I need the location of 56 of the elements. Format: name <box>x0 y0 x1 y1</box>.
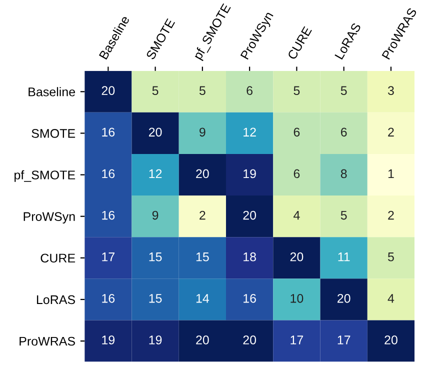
data-label: 9 <box>152 210 158 220</box>
data-label: 17 <box>338 336 350 344</box>
data-label: 5 <box>388 252 394 262</box>
y-tick-label: ProWSyn <box>24 212 75 224</box>
data-label: 19 <box>149 336 162 344</box>
data-label: 6 <box>341 128 347 137</box>
data-label: 20 <box>243 336 256 344</box>
data-label: 20 <box>196 336 209 344</box>
data-label: 19 <box>244 169 256 178</box>
data-label: 20 <box>102 86 115 96</box>
data-label: 20 <box>290 252 304 262</box>
data-label: 3 <box>388 86 394 96</box>
data-label: 20 <box>148 128 162 137</box>
data-label: 5 <box>199 86 206 96</box>
data-label: 16 <box>102 210 115 220</box>
data-label: 12 <box>149 169 162 178</box>
y-tick-label: ProWRAS <box>20 336 75 346</box>
data-label: 2 <box>388 210 394 220</box>
data-label: 12 <box>244 128 256 136</box>
data-label: 17 <box>290 336 304 344</box>
data-label: 14 <box>196 294 210 303</box>
y-tick-label: LoRAS <box>36 295 75 304</box>
data-label: 20 <box>196 169 209 178</box>
data-label: 15 <box>149 294 162 303</box>
data-label: 10 <box>290 294 304 303</box>
data-label: 9 <box>200 128 206 137</box>
y-tick-label: pf_SMOTE <box>14 170 76 182</box>
data-label: 15 <box>196 252 209 262</box>
data-label: 11 <box>338 252 350 262</box>
y-tick-label: Baseline <box>28 87 76 96</box>
y-tick-label: CURE <box>40 254 76 263</box>
data-label: 16 <box>102 169 115 178</box>
data-label: 5 <box>340 86 347 96</box>
data-label: 16 <box>102 128 115 137</box>
data-label: 2 <box>388 128 394 136</box>
data-label: 20 <box>338 294 350 303</box>
data-label: 5 <box>340 210 347 220</box>
data-label: 16 <box>102 294 115 303</box>
data-label: 6 <box>294 128 300 137</box>
data-label: 4 <box>294 210 300 220</box>
y-tick-label: SMOTE <box>32 129 76 138</box>
data-label: 4 <box>388 294 394 303</box>
data-label: 6 <box>246 86 252 96</box>
data-label: 20 <box>384 336 398 344</box>
data-label: 5 <box>294 86 300 96</box>
data-label: 20 <box>243 210 256 220</box>
data-label: 19 <box>102 336 115 344</box>
data-label: 1 <box>388 169 394 178</box>
data-label: 17 <box>102 252 114 262</box>
data-label: 6 <box>294 169 300 178</box>
data-label: 5 <box>152 86 158 96</box>
data-label: 16 <box>244 294 256 303</box>
data-label: 15 <box>149 252 162 262</box>
data-label: 18 <box>244 252 256 262</box>
data-label: 8 <box>340 169 347 178</box>
data-label: 2 <box>200 210 206 220</box>
